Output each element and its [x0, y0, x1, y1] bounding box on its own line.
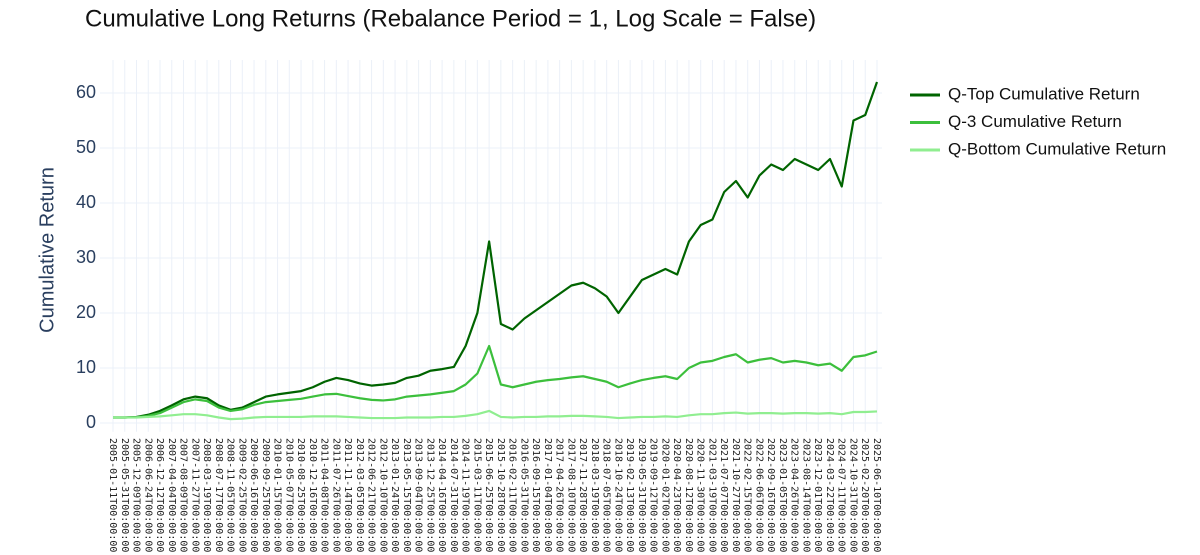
- x-tick-label: 2020-11-30T00:00:00: [695, 438, 706, 552]
- x-tick-label: 2005-12-09T00:00:00: [131, 438, 142, 552]
- x-tick-label: 2019-02-13T00:00:00: [624, 438, 635, 552]
- chart-title: Cumulative Long Returns (Rebalance Perio…: [85, 5, 816, 32]
- x-tick-label: 2021-03-19T00:00:00: [706, 438, 717, 552]
- x-tick-label: 2007-11-27T00:00:00: [189, 438, 200, 552]
- x-tick-label: 2010-08-25T00:00:00: [295, 438, 306, 552]
- x-tick-label: 2016-09-15T00:00:00: [530, 438, 541, 552]
- x-tick-label: 2019-09-12T00:00:00: [648, 438, 659, 552]
- x-tick-label: 2022-09-16T00:00:00: [765, 438, 776, 552]
- x-tick-label: 2005-05-31T00:00:00: [119, 438, 130, 552]
- x-tick-label: 2005-01-11T00:00:00: [107, 438, 118, 552]
- x-tick-label: 2020-08-12T00:00:00: [683, 438, 694, 552]
- y-tick-label: 10: [76, 357, 96, 377]
- x-tick-label: 2025-06-10T00:00:00: [871, 438, 882, 552]
- x-tick-label: 2023-04-26T00:00:00: [789, 438, 800, 552]
- x-tick-label: 2007-08-09T00:00:00: [178, 438, 189, 552]
- y-axis-label: Cumulative Return: [36, 167, 58, 333]
- x-tick-label: 2012-03-05T00:00:00: [354, 438, 365, 552]
- x-tick-label: 2025-02-20T00:00:00: [859, 438, 870, 552]
- x-tick-label: 2011-07-26T00:00:00: [330, 438, 341, 552]
- x-tick-label: 2020-04-23T00:00:00: [671, 438, 682, 552]
- x-tick-label: 2013-12-25T00:00:00: [424, 438, 435, 552]
- x-tick-label: 2010-01-15T00:00:00: [272, 438, 283, 552]
- y-tick-label: 60: [76, 82, 96, 102]
- x-tick-label: 2007-04-04T00:00:00: [166, 438, 177, 552]
- series-line: [113, 409, 878, 421]
- x-tick-label: 2023-01-05T00:00:00: [777, 438, 788, 552]
- y-tick-label: 40: [76, 192, 96, 212]
- x-tick-label: 2009-02-25T00:00:00: [236, 438, 247, 552]
- x-tick-label: 2016-02-11T00:00:00: [507, 438, 518, 552]
- x-tick-label: 2010-05-07T00:00:00: [283, 438, 294, 552]
- x-tick-label: 2024-07-11T00:00:00: [836, 438, 847, 552]
- x-tick-label: 2020-01-02T00:00:00: [659, 438, 670, 552]
- x-tick-label: 2006-06-24T00:00:00: [142, 438, 153, 552]
- x-tick-label: 2008-03-19T00:00:00: [201, 438, 212, 552]
- x-tick-label: 2017-08-10T00:00:00: [565, 438, 576, 552]
- series-line: [113, 81, 879, 419]
- x-tick-label: 2008-07-17T00:00:00: [213, 438, 224, 552]
- x-tick-label: 2009-06-16T00:00:00: [248, 438, 259, 552]
- x-tick-label: 2018-03-19T00:00:00: [589, 438, 600, 552]
- y-tick-label: 20: [76, 302, 96, 322]
- x-tick-label: 2019-05-31T00:00:00: [636, 438, 647, 552]
- x-tick-label: 2024-03-22T00:00:00: [824, 438, 835, 552]
- series-line: [113, 344, 878, 419]
- x-tick-label: 2015-03-11T00:00:00: [471, 438, 482, 552]
- x-tick-label: 2011-04-08T00:00:00: [319, 438, 330, 552]
- x-tick-label: 2008-11-05T00:00:00: [225, 438, 236, 552]
- x-tick-label: 2018-10-24T00:00:00: [612, 438, 623, 552]
- x-tick-label: 2015-06-25T00:00:00: [483, 438, 494, 552]
- x-tick-label: 2021-10-27T00:00:00: [730, 438, 741, 552]
- x-tick-label: 2009-09-25T00:00:00: [260, 438, 271, 552]
- y-tick-label: 50: [76, 137, 96, 157]
- x-tick-label: 2021-07-07T00:00:00: [718, 438, 729, 552]
- x-tick-label: 2006-12-12T00:00:00: [154, 438, 165, 552]
- x-tick-label: 2023-08-14T00:00:00: [800, 438, 811, 552]
- y-tick-label: 0: [86, 412, 96, 432]
- x-tick-label: 2010-12-16T00:00:00: [307, 438, 318, 552]
- x-tick-label: 2022-06-06T00:00:00: [753, 438, 764, 552]
- x-tick-label: 2014-11-19T00:00:00: [460, 438, 471, 552]
- x-tick-label: 2012-10-10T00:00:00: [377, 438, 388, 552]
- x-tick-label: 2017-04-26T00:00:00: [554, 438, 565, 552]
- x-tick-label: 2017-01-04T00:00:00: [542, 438, 553, 552]
- x-tick-label: 2014-07-31T00:00:00: [448, 438, 459, 552]
- x-tick-label: 2013-09-04T00:00:00: [413, 438, 424, 552]
- x-tick-label: 2014-04-16T00:00:00: [436, 438, 447, 552]
- x-tick-label: 2013-01-24T00:00:00: [389, 438, 400, 552]
- legend-label: Q-Top Cumulative Return: [948, 84, 1140, 103]
- x-tick-label: 2011-11-14T00:00:00: [342, 438, 353, 552]
- y-tick-label: 30: [76, 247, 96, 267]
- x-tick-label: 2022-02-15T00:00:00: [742, 438, 753, 552]
- x-tick-label: 2017-11-28T00:00:00: [577, 438, 588, 552]
- x-tick-label: 2013-05-15T00:00:00: [401, 438, 412, 552]
- legend-label: Q-3 Cumulative Return: [948, 112, 1122, 131]
- x-tick-label: 2012-06-21T00:00:00: [366, 438, 377, 552]
- x-tick-label: 2018-07-05T00:00:00: [601, 438, 612, 552]
- x-tick-label: 2016-05-31T00:00:00: [518, 438, 529, 552]
- x-tick-label: 2015-10-28T00:00:00: [495, 438, 506, 552]
- x-tick-label: 2024-10-31T00:00:00: [847, 438, 858, 552]
- x-tick-label: 2023-12-01T00:00:00: [812, 438, 823, 552]
- legend-label: Q-Bottom Cumulative Return: [948, 139, 1166, 158]
